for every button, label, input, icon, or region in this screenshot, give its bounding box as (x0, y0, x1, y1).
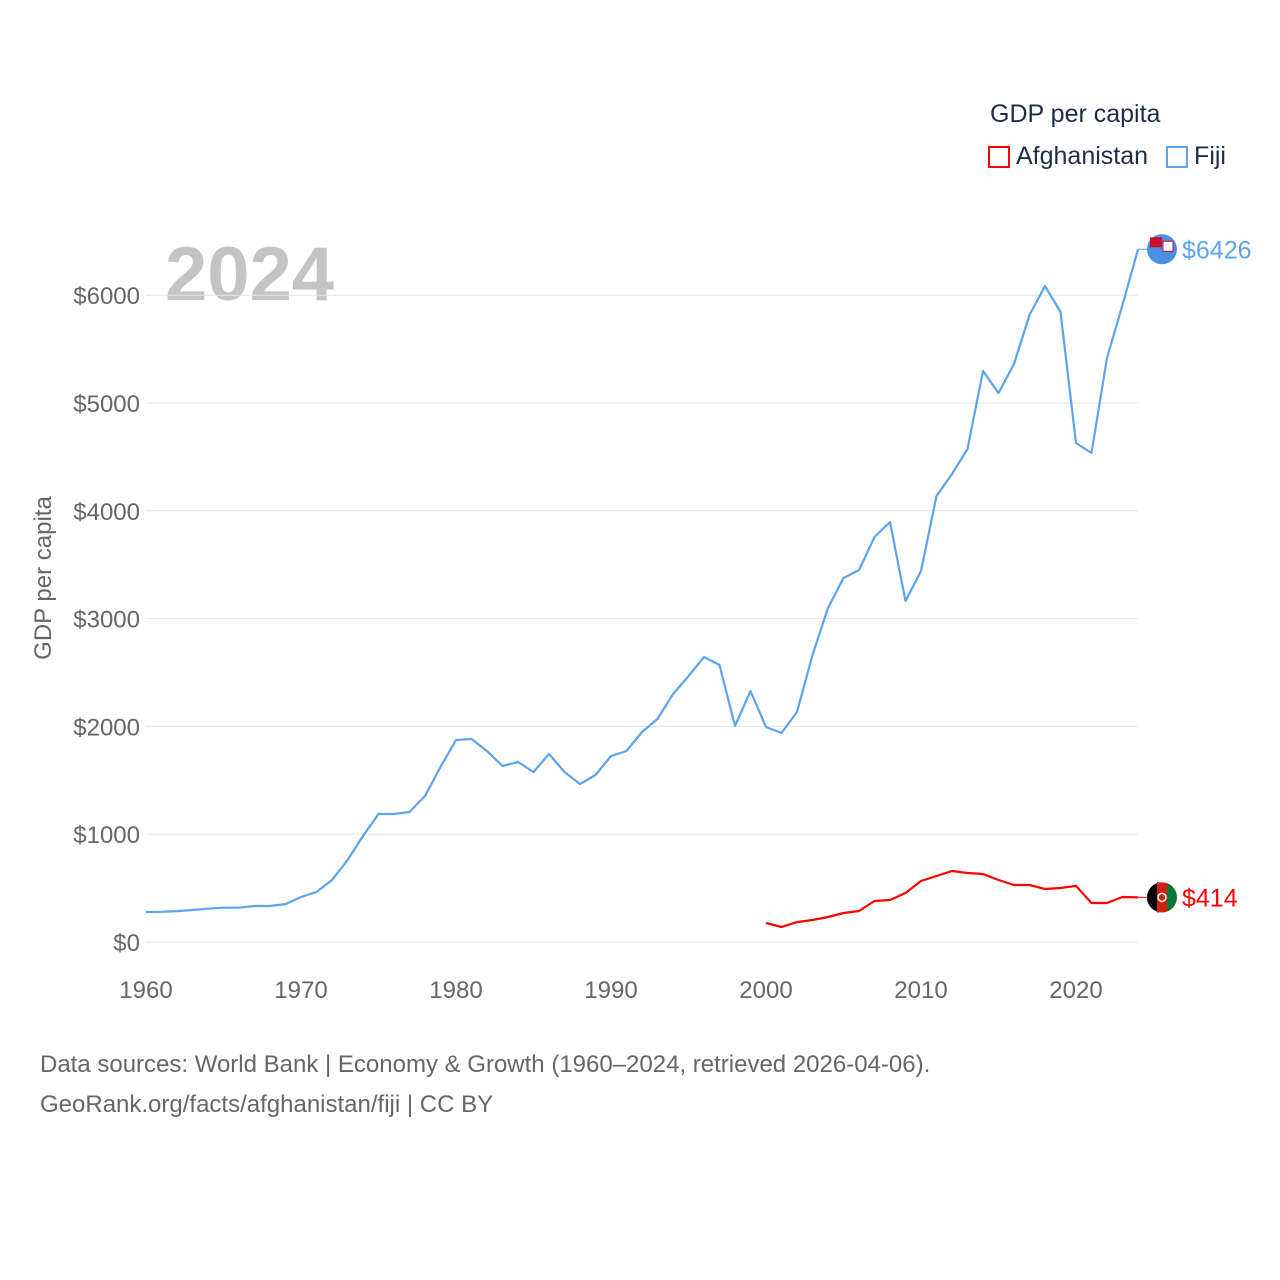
y-tick-label: $5000 (73, 391, 140, 418)
legend-swatch-fiji (1166, 145, 1189, 168)
x-tick-label: 1970 (274, 977, 327, 1004)
x-tick-label: 1960 (119, 977, 172, 1004)
legend: Afghanistan Fiji (988, 142, 1244, 171)
afghanistan-flag-emblem (1157, 892, 1167, 903)
legend-item-fiji[interactable]: Fiji (1166, 142, 1226, 171)
afghanistan-flag-green-band (1167, 883, 1177, 912)
legend-item-afghanistan[interactable]: Afghanistan (988, 142, 1148, 171)
fiji-flag-shield (1162, 240, 1174, 252)
data-source-text: Data sources: World Bank | Economy & Gro… (40, 1051, 931, 1078)
footer: Data sources: World Bank | Economy & Gro… (40, 1045, 930, 1125)
y-tick-label: $3000 (73, 607, 140, 634)
y-axis-label: GDP per capita (30, 496, 57, 660)
y-tick-label: $2000 (73, 714, 140, 741)
fiji-flag-union-jack (1150, 237, 1162, 248)
series-line-afghanistan (765, 869, 1139, 929)
y-tick-label: $0 (113, 930, 140, 957)
series-line-fiji (145, 249, 1140, 914)
legend-title: GDP per capita (990, 100, 1161, 128)
x-tick-label: 1980 (429, 977, 482, 1004)
attribution-link[interactable]: GeoRank.org/facts/afghanistan/fiji | CC … (40, 1091, 494, 1118)
year-label: 2024 (165, 232, 334, 317)
y-tick-label: $1000 (73, 822, 140, 849)
end-value-label: $6426 (1182, 236, 1252, 264)
legend-label: Afghanistan (1016, 142, 1149, 170)
y-tick-label: $6000 (73, 283, 140, 310)
x-tick-label: 2020 (1049, 977, 1102, 1004)
afghanistan-flag-black-band (1147, 882, 1162, 913)
y-tick-label: $4000 (73, 499, 140, 526)
x-tick-label: 1990 (584, 977, 637, 1004)
legend-label: Fiji (1194, 142, 1226, 170)
x-tick-label: 2010 (894, 977, 947, 1004)
x-tick-label: 2000 (739, 977, 792, 1004)
legend-swatch-afghanistan (988, 145, 1010, 168)
end-value-label: $414 (1182, 884, 1238, 912)
